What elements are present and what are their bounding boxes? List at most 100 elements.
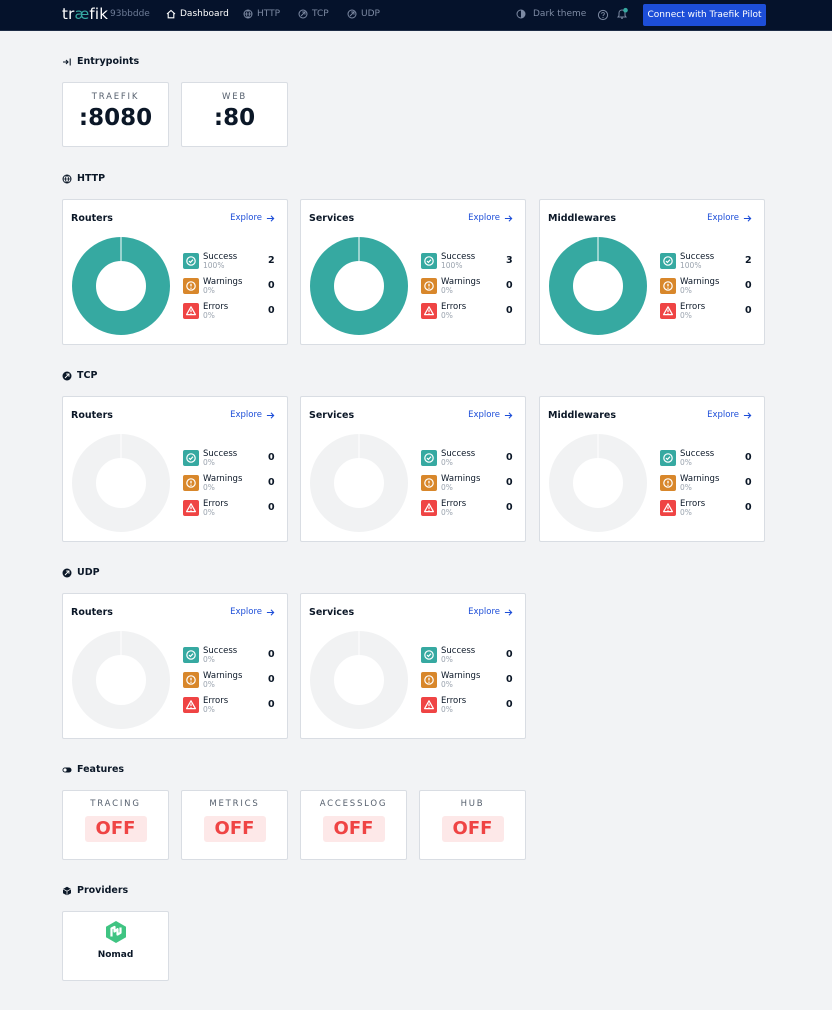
explore-link[interactable]: Explore [707, 410, 752, 420]
legend-percent: 0% [441, 458, 453, 467]
udp-section-title: UDP [62, 567, 100, 578]
exclamation-circle-icon [183, 475, 199, 491]
traefik-logo[interactable]: træfik [62, 5, 108, 23]
check-circle-icon [421, 647, 437, 663]
legend-label: Errors [680, 302, 706, 312]
legend-label: Warnings [441, 671, 481, 681]
check-circle-icon [421, 253, 437, 269]
http-services-card: Services Explore Success 100% 3 Warnings 0% 0 Er… [300, 199, 526, 345]
warning-triangle-icon [183, 500, 199, 516]
explore-link[interactable]: Explore [707, 213, 752, 223]
top-bar: træfik 93bbdde Dashboard HTTP TCP UDP Da… [0, 0, 832, 31]
nomad-logo-icon [105, 921, 126, 943]
legend-label: Warnings [203, 277, 243, 287]
entrypoint-port: :8080 [78, 105, 153, 131]
feature-name: TRACING [90, 799, 141, 809]
exclamation-circle-icon [660, 278, 676, 294]
legend-percent: 0% [203, 680, 215, 689]
legend-percent: 100% [680, 261, 702, 270]
warning-triangle-icon [660, 500, 676, 516]
card-title: Services [309, 410, 355, 421]
tcp-section-title: TCP [62, 370, 97, 381]
dark-theme-label: Dark theme [533, 9, 587, 19]
feature-card-hub: HUB OFF [419, 790, 526, 860]
legend-count-errors: 0 [268, 502, 275, 513]
feature-status-badge: OFF [322, 816, 385, 842]
explore-link[interactable]: Explore [230, 607, 275, 617]
explore-link[interactable]: Explore [230, 213, 275, 223]
explore-label: Explore [468, 410, 500, 420]
check-circle-icon [660, 253, 676, 269]
tcp-services-card: Services Explore Success 0% 0 Warnings 0% 0 Erro… [300, 396, 526, 542]
provider-name: Nomad [97, 950, 134, 960]
arrow-right-icon [266, 214, 275, 222]
exclamation-circle-icon [183, 278, 199, 294]
legend-count-errors: 0 [745, 305, 752, 316]
nav-udp[interactable]: UDP [347, 9, 380, 19]
tcp-icon [62, 371, 72, 380]
legend-percent: 0% [441, 286, 453, 295]
connect-pilot-button[interactable]: Connect with Traefik Pilot [643, 4, 766, 26]
arrow-right-icon [266, 411, 275, 419]
explore-label: Explore [468, 213, 500, 223]
explore-label: Explore [230, 410, 262, 420]
feature-status-badge: OFF [441, 816, 504, 842]
feature-status-badge: OFF [203, 816, 266, 842]
legend-count-warnings: 0 [268, 674, 275, 685]
check-circle-icon [183, 647, 199, 663]
check-circle-icon [183, 253, 199, 269]
nav-tcp[interactable]: TCP [298, 9, 329, 19]
section-title-text: TCP [77, 370, 98, 381]
legend-count-success: 2 [745, 255, 752, 266]
legend-count-success: 0 [268, 452, 275, 463]
status-donut-chart [72, 631, 170, 729]
legend-percent: 0% [203, 655, 215, 664]
globe-icon [243, 9, 253, 19]
help-icon[interactable] [597, 9, 609, 21]
card-title: Middlewares [548, 213, 616, 224]
status-donut-chart [549, 237, 647, 335]
status-donut-chart [310, 434, 408, 532]
contrast-icon [516, 9, 526, 19]
explore-link[interactable]: Explore [468, 607, 513, 617]
legend-percent: 0% [441, 680, 453, 689]
legend-percent: 0% [203, 705, 215, 714]
warning-triangle-icon [421, 303, 437, 319]
nav-http[interactable]: HTTP [243, 9, 280, 19]
legend-count-warnings: 0 [506, 477, 513, 488]
explore-link[interactable]: Explore [468, 213, 513, 223]
legend-label: Success [680, 449, 715, 459]
legend-count-errors: 0 [268, 699, 275, 710]
exclamation-circle-icon [421, 278, 437, 294]
arrow-right-icon [504, 608, 513, 616]
udp-icon [62, 568, 72, 577]
legend-label: Success [441, 252, 476, 262]
entrypoint-card-traefik: TRAEFIK :8080 [62, 82, 169, 147]
check-circle-icon [421, 450, 437, 466]
legend-label: Warnings [680, 277, 720, 287]
dark-theme-toggle[interactable]: Dark theme [516, 9, 586, 19]
status-donut-chart [72, 434, 170, 532]
explore-link[interactable]: Explore [468, 410, 513, 420]
explore-label: Explore [707, 213, 739, 223]
legend-percent: 100% [203, 261, 225, 270]
feature-card-accesslog: ACCESSLOG OFF [300, 790, 407, 860]
exclamation-circle-icon [421, 672, 437, 688]
feature-name: METRICS [209, 799, 260, 809]
legend-count-errors: 0 [506, 502, 513, 513]
entrypoint-name: WEB [221, 92, 247, 102]
exclamation-circle-icon [421, 475, 437, 491]
nav-label: TCP [312, 9, 329, 19]
legend-percent: 0% [680, 483, 692, 492]
arrow-right-icon [504, 214, 513, 222]
legend-label: Success [203, 646, 238, 656]
exclamation-circle-icon [660, 475, 676, 491]
status-donut-chart [310, 237, 408, 335]
explore-link[interactable]: Explore [230, 410, 275, 420]
legend-count-warnings: 0 [506, 674, 513, 685]
legend-label: Errors [441, 499, 467, 509]
check-circle-icon [183, 450, 199, 466]
notification-bell-icon[interactable] [615, 7, 629, 21]
section-title-text: Entrypoints [77, 56, 140, 67]
nav-dashboard[interactable]: Dashboard [166, 9, 229, 19]
